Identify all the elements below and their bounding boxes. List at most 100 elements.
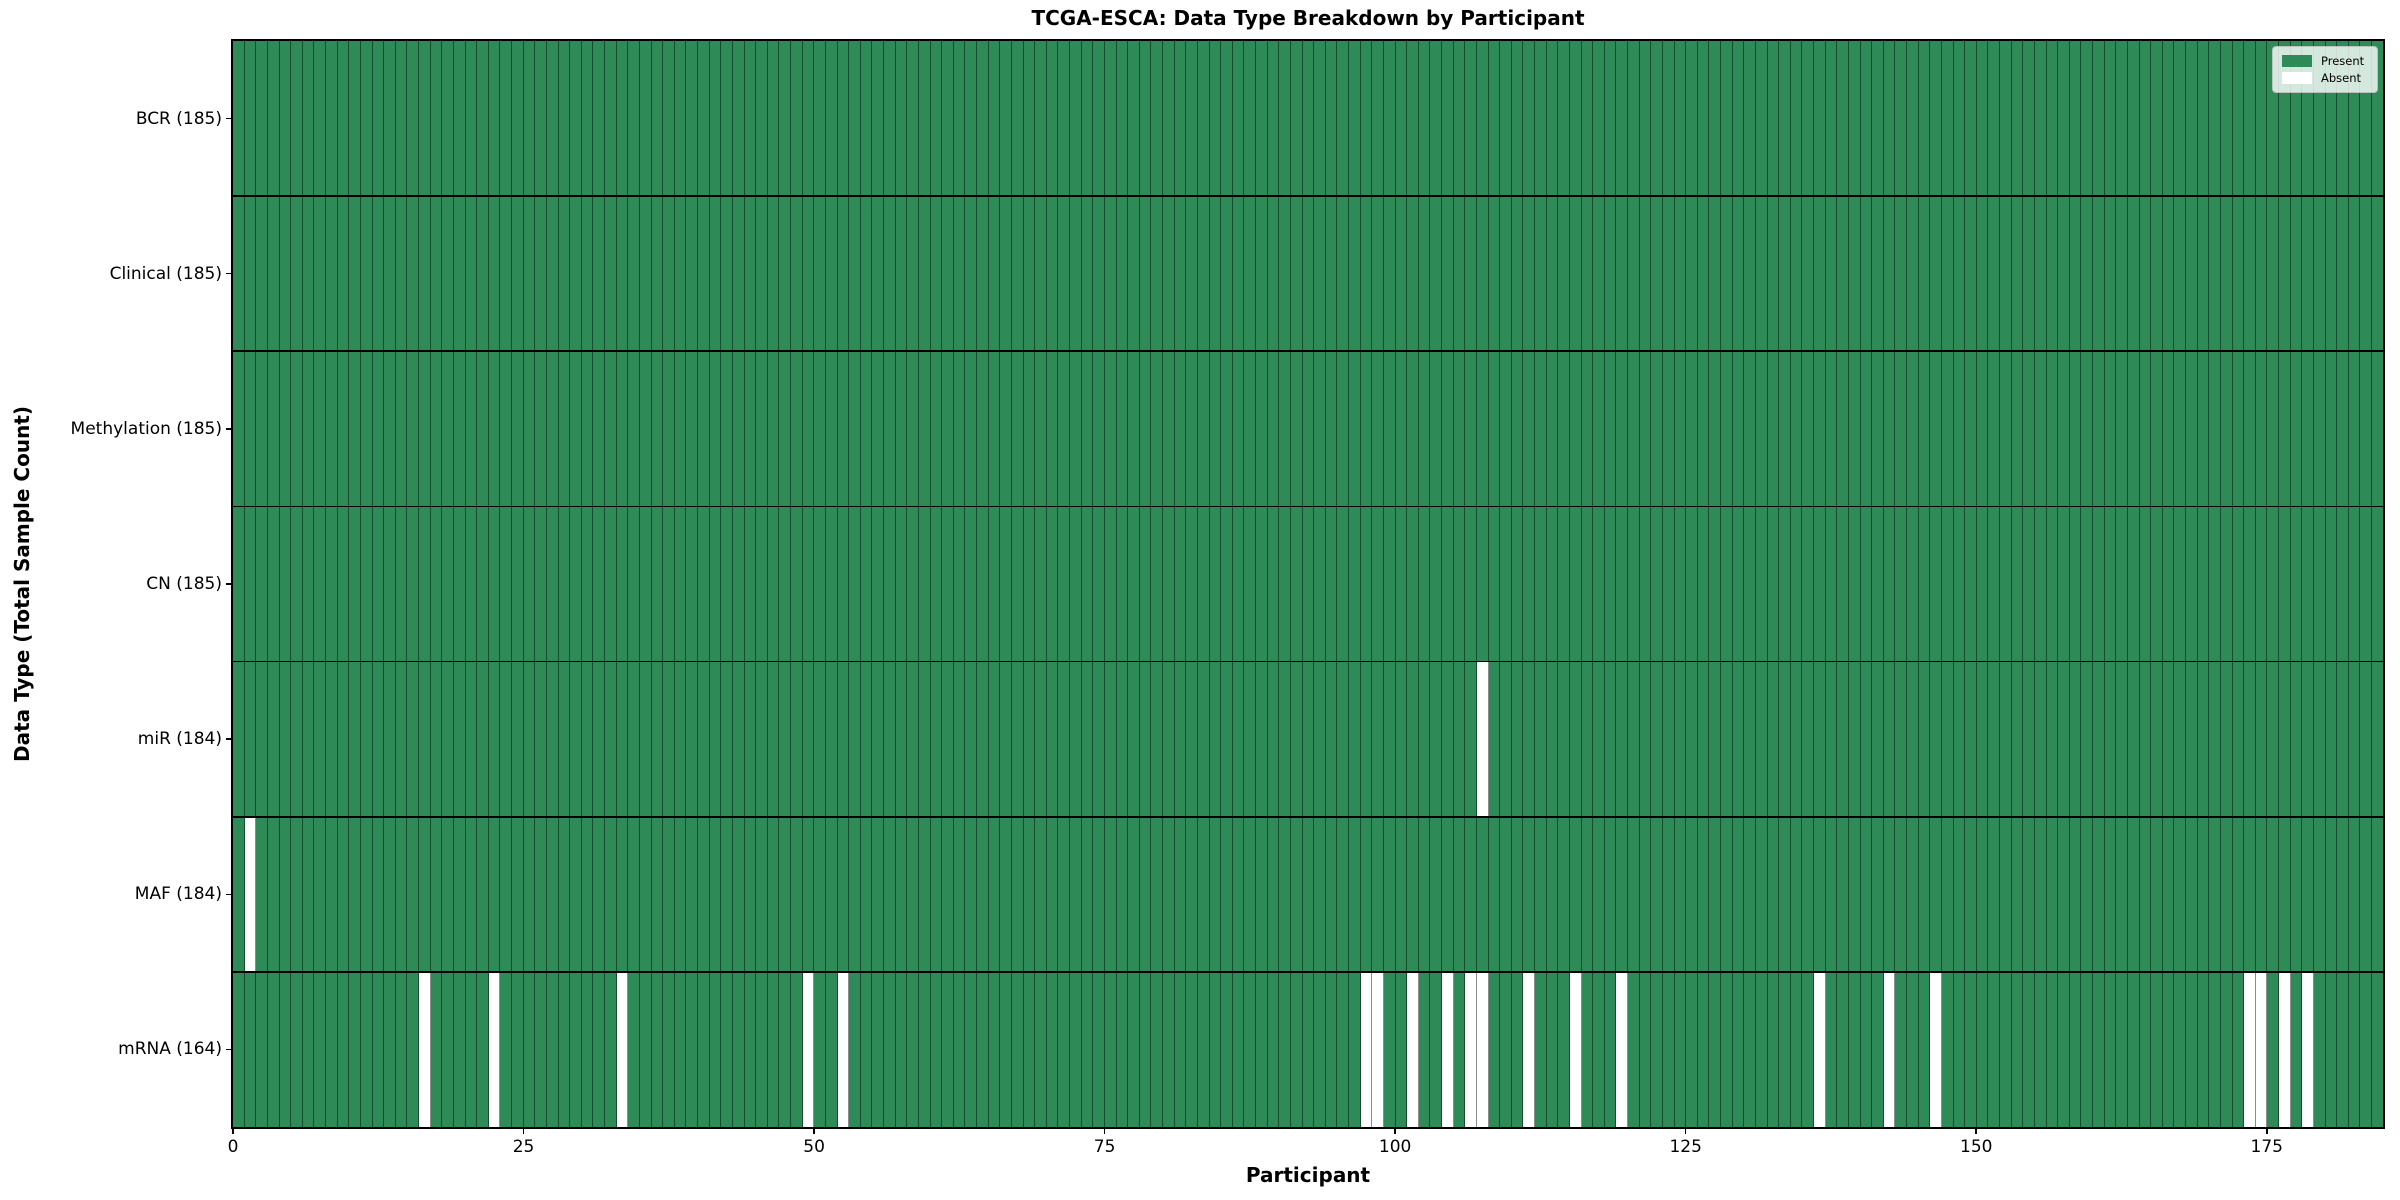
heatmap-cell: [791, 196, 803, 352]
heatmap-cell: [1000, 41, 1012, 197]
heatmap-cell: [1395, 971, 1408, 1127]
heatmap-cell: [1616, 816, 1628, 972]
heatmap-cell: [860, 506, 873, 662]
heatmap-cell: [1662, 351, 1675, 507]
heatmap-cell: [930, 971, 943, 1127]
heatmap-cell: [1430, 351, 1442, 507]
heatmap-cell: [2069, 971, 2082, 1127]
heatmap-cell: [1593, 41, 1605, 197]
heatmap-cell: [1418, 971, 1431, 1127]
heatmap-cell: [1256, 351, 1268, 507]
heatmap-cell: [349, 971, 361, 1127]
heatmap-cell: [1651, 351, 1663, 507]
heatmap-cell: [1535, 351, 1547, 507]
heatmap-cell: [2348, 816, 2361, 972]
heatmap-cell: [1349, 196, 1361, 352]
heatmap-cell: [2151, 506, 2163, 662]
heatmap-cell: [1000, 196, 1012, 352]
heatmap-cell: [419, 816, 431, 972]
heatmap-cell: [1535, 971, 1547, 1127]
heatmap-cell: [2220, 506, 2233, 662]
heatmap-cell: [256, 41, 268, 197]
x-tick-label: 150: [1960, 1137, 1993, 1157]
heatmap-cell: [314, 816, 326, 972]
heatmap-cell: [1337, 816, 1349, 972]
heatmap-cell: [523, 971, 536, 1127]
y-tick-mark: [226, 583, 233, 585]
heatmap-cell: [1186, 816, 1198, 972]
heatmap-cell: [2116, 661, 2128, 817]
heatmap-cell: [1953, 661, 1966, 817]
heatmap-cell: [988, 661, 1001, 817]
heatmap-cell: [1837, 661, 1849, 817]
heatmap-cell: [1453, 971, 1466, 1127]
heatmap-cell: [977, 506, 989, 662]
heatmap-cell: [639, 196, 652, 352]
heatmap-cell: [1779, 661, 1791, 817]
heatmap-cell: [2058, 506, 2070, 662]
heatmap-cell: [2220, 196, 2233, 352]
heatmap-cell: [1279, 196, 1291, 352]
heatmap-cell: [837, 196, 850, 352]
heatmap-cell: [1081, 351, 1094, 507]
heatmap-cell: [1628, 971, 1640, 1127]
heatmap-cell: [2348, 196, 2361, 352]
heatmap-cell: [372, 351, 385, 507]
heatmap-cell: [907, 351, 919, 507]
heatmap-cell: [616, 661, 629, 817]
heatmap-cell: [1407, 816, 1419, 972]
heatmap-cell: [2279, 661, 2291, 817]
heatmap-cell: [314, 41, 326, 197]
heatmap-cell: [1721, 351, 1733, 507]
heatmap-cell: [663, 506, 675, 662]
heatmap-cell: [1500, 816, 1512, 972]
heatmap-cell: [233, 816, 245, 972]
heatmap-cell: [930, 816, 943, 972]
heatmap-cell: [2023, 196, 2035, 352]
heatmap-cell: [2244, 351, 2256, 507]
heatmap-row-MAF: [233, 816, 2383, 972]
heatmap-cell: [849, 661, 861, 817]
heatmap-cell: [267, 816, 280, 972]
heatmap-cell: [605, 816, 617, 972]
heatmap-cell: [1128, 661, 1140, 817]
heatmap-cell: [1523, 971, 1535, 1127]
heatmap-cell: [2302, 351, 2314, 507]
heatmap-cell: [907, 661, 919, 817]
heatmap-cell: [2186, 351, 2198, 507]
heatmap-cell: [337, 351, 350, 507]
heatmap-cell: [1744, 816, 1756, 972]
heatmap-cell: [2093, 41, 2105, 197]
heatmap-cell: [1174, 196, 1187, 352]
heatmap-cell: [732, 816, 745, 972]
heatmap-cell: [2011, 506, 2024, 662]
heatmap-cell: [849, 971, 861, 1127]
heatmap-cell: [233, 661, 245, 817]
heatmap-cell: [1755, 41, 1768, 197]
heatmap-cell: [1314, 506, 1326, 662]
heatmap-cell: [1442, 971, 1454, 1127]
heatmap-cell: [849, 41, 861, 197]
heatmap-cell: [1349, 41, 1361, 197]
heatmap-cell: [628, 41, 640, 197]
heatmap-cell: [233, 351, 245, 507]
heatmap-cell: [1290, 196, 1303, 352]
heatmap-cell: [407, 351, 419, 507]
heatmap-cell: [2011, 196, 2024, 352]
heatmap-cell: [849, 196, 861, 352]
heatmap-cell: [430, 971, 443, 1127]
heatmap-cell: [1593, 196, 1605, 352]
heatmap-cell: [1128, 816, 1140, 972]
heatmap-cell: [1314, 971, 1326, 1127]
heatmap-cell: [1895, 971, 1907, 1127]
heatmap-cell: [360, 506, 373, 662]
heatmap-cell: [326, 351, 338, 507]
heatmap-cell: [1035, 971, 1047, 1127]
heatmap-cell: [1697, 816, 1710, 972]
heatmap-cell: [686, 351, 698, 507]
heatmap-cell: [1046, 506, 1059, 662]
heatmap-cell: [360, 816, 373, 972]
heatmap-cell: [1383, 506, 1396, 662]
heatmap-cell: [1209, 661, 1222, 817]
heatmap-cell: [2209, 351, 2221, 507]
